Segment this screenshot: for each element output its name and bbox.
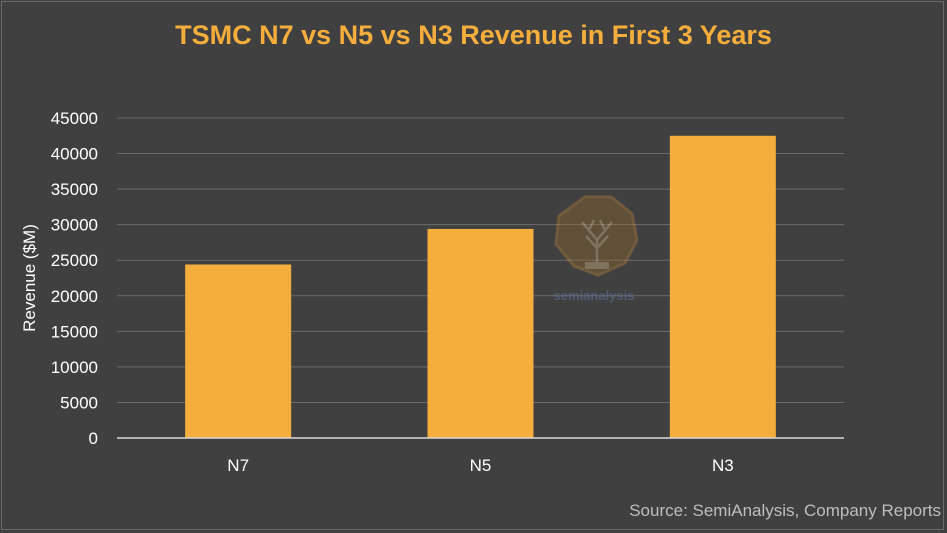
x-tick-label: N7 <box>227 456 249 475</box>
x-tick-label: N3 <box>712 456 734 475</box>
y-tick-label: 5000 <box>60 393 98 412</box>
chart-title: TSMC N7 vs N5 vs N3 Revenue in First 3 Y… <box>175 20 772 50</box>
y-tick-label: 25000 <box>51 251 98 270</box>
watermark-text: semianalysis <box>554 288 635 303</box>
logo-pot-icon <box>585 262 609 269</box>
axes: 0 5000 10000 15000 20000 25000 30000 35000 40000… <box>20 109 844 475</box>
bar-n3 <box>669 135 776 438</box>
y-tick-label: 0 <box>89 429 98 448</box>
y-tick-label: 45000 <box>51 109 98 128</box>
y-tick-label: 35000 <box>51 180 98 199</box>
y-tick-label: 40000 <box>51 145 98 164</box>
source-note: Source: SemiAnalysis, Company Reports <box>629 501 941 520</box>
logo-badge-icon <box>554 195 639 277</box>
y-tick-label: 10000 <box>51 358 98 377</box>
y-axis-label: Revenue ($M) <box>20 224 39 332</box>
bar-n7 <box>185 264 292 438</box>
logo-tree-icon <box>581 219 613 262</box>
bars <box>185 135 776 438</box>
bar-n5 <box>427 228 534 438</box>
semianalysis-logo-watermark: semianalysis <box>554 195 639 303</box>
x-tick-label: N5 <box>470 456 492 475</box>
y-tick-label: 20000 <box>51 287 98 306</box>
y-tick-label: 30000 <box>51 216 98 235</box>
y-tick-label: 15000 <box>51 322 98 341</box>
